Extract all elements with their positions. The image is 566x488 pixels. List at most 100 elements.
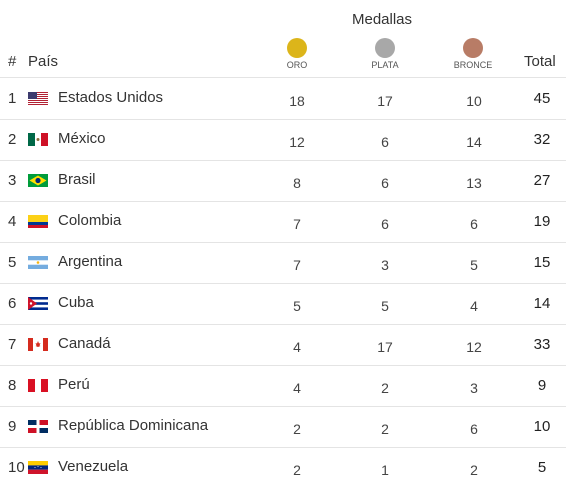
row-divider	[0, 160, 566, 161]
rank-cell: 2	[8, 131, 17, 148]
cuba-flag-icon	[28, 297, 48, 310]
gold-count: 2	[293, 421, 301, 437]
silver-count: 2	[381, 421, 389, 437]
gold-count: 4	[293, 339, 301, 355]
rank-cell: 1	[8, 90, 17, 107]
table-row: 8 Perú 4 2 3 9	[0, 365, 566, 406]
argentina-flag-icon	[28, 256, 48, 269]
gold-count: 8	[293, 175, 301, 191]
silver-count: 3	[381, 257, 389, 273]
row-divider	[0, 406, 566, 407]
total-count: 27	[533, 172, 551, 189]
bronze-count: 10	[466, 93, 482, 109]
country-name: Colombia	[58, 212, 122, 229]
bronze-count: 6	[470, 421, 478, 437]
country-name: Perú	[58, 376, 90, 393]
rank-cell: 8	[8, 377, 17, 394]
table-row: 2 México 12 6 14 32	[0, 119, 566, 160]
gold-count: 7	[293, 216, 301, 232]
total-count: 45	[533, 90, 551, 107]
country-name: Venezuela	[58, 458, 129, 475]
table-row: 4 Colombia 7 6 6 19	[0, 201, 566, 242]
usa-flag-icon	[28, 92, 48, 105]
bronze-count: 2	[470, 462, 478, 478]
silver-count: 6	[381, 175, 389, 191]
bronze-count: 5	[470, 257, 478, 273]
bronze-count: 6	[470, 216, 478, 232]
country-name: México	[58, 130, 106, 147]
table-row: 3 Brasil 8 6 13 27	[0, 160, 566, 201]
rank-cell: 6	[8, 295, 17, 312]
bronze-count: 13	[466, 175, 482, 191]
silver-count: 2	[381, 380, 389, 396]
row-divider	[0, 365, 566, 366]
table-row: 5 Argentina 7 3 5 15	[0, 242, 566, 283]
table-row: 10 Venezuela 2 1 2 5	[0, 447, 566, 488]
silver-count: 6	[381, 216, 389, 232]
header-divider	[0, 77, 566, 78]
bronze-medal-icon	[463, 38, 483, 58]
silver-count: 17	[377, 93, 393, 109]
mexico-flag-icon	[28, 133, 48, 146]
colombia-flag-icon	[28, 215, 48, 228]
row-divider	[0, 119, 566, 120]
silver-count: 1	[381, 462, 389, 478]
total-count: 19	[533, 213, 551, 230]
total-count: 14	[533, 295, 551, 312]
gold-count: 5	[293, 298, 301, 314]
dominican-republic-flag-icon	[28, 420, 48, 433]
table-row: 9 República Dominicana 2 2 6 10	[0, 406, 566, 447]
venezuela-flag-icon	[28, 461, 48, 474]
total-count: 15	[533, 254, 551, 271]
total-count: 9	[537, 377, 547, 394]
brazil-flag-icon	[28, 174, 48, 187]
gold-count: 7	[293, 257, 301, 273]
row-divider	[0, 324, 566, 325]
row-divider	[0, 201, 566, 202]
column-header-total: Total	[524, 53, 556, 70]
country-name: Cuba	[58, 294, 94, 311]
country-name: República Dominicana	[58, 417, 209, 434]
gold-medal-icon	[287, 38, 307, 58]
rank-cell: 3	[8, 172, 17, 189]
canada-flag-icon	[28, 338, 48, 351]
column-header-rank: #	[8, 53, 17, 70]
bronze-count: 14	[466, 134, 482, 150]
bronze-count: 3	[470, 380, 478, 396]
country-name: Canadá	[58, 335, 111, 352]
country-name: Argentina	[58, 253, 123, 270]
silver-count: 17	[377, 339, 393, 355]
total-count: 5	[537, 459, 547, 476]
total-count: 33	[533, 336, 551, 353]
bronze-count: 4	[470, 298, 478, 314]
table-row: 6 Cuba 5 5 4 14	[0, 283, 566, 324]
silver-label: PLATA	[371, 60, 399, 70]
column-header-country: País	[28, 53, 59, 70]
bronze-count: 12	[466, 339, 482, 355]
country-name: Brasil	[58, 171, 96, 188]
rank-cell: 4	[8, 213, 17, 230]
silver-count: 6	[381, 134, 389, 150]
medallas-heading: Medallas	[352, 11, 413, 28]
peru-flag-icon	[28, 379, 48, 392]
rank-cell: 10	[8, 459, 25, 476]
gold-count: 12	[289, 134, 305, 150]
table-row: 7 Canadá 4 17 12 33	[0, 324, 566, 365]
rank-cell: 7	[8, 336, 17, 353]
row-divider	[0, 447, 566, 448]
table-row: 1 Estados Unidos 18 17 10 45	[0, 78, 566, 119]
bronze-label: BRONCE	[453, 60, 493, 70]
silver-count: 5	[381, 298, 389, 314]
gold-count: 4	[293, 380, 301, 396]
gold-count: 2	[293, 462, 301, 478]
gold-label: ORO	[286, 60, 308, 70]
silver-medal-icon	[375, 38, 395, 58]
gold-count: 18	[289, 93, 305, 109]
country-name: Estados Unidos	[58, 89, 164, 106]
rank-cell: 9	[8, 418, 17, 435]
rank-cell: 5	[8, 254, 17, 271]
row-divider	[0, 283, 566, 284]
total-count: 10	[533, 418, 551, 435]
total-count: 32	[533, 131, 551, 148]
row-divider	[0, 242, 566, 243]
